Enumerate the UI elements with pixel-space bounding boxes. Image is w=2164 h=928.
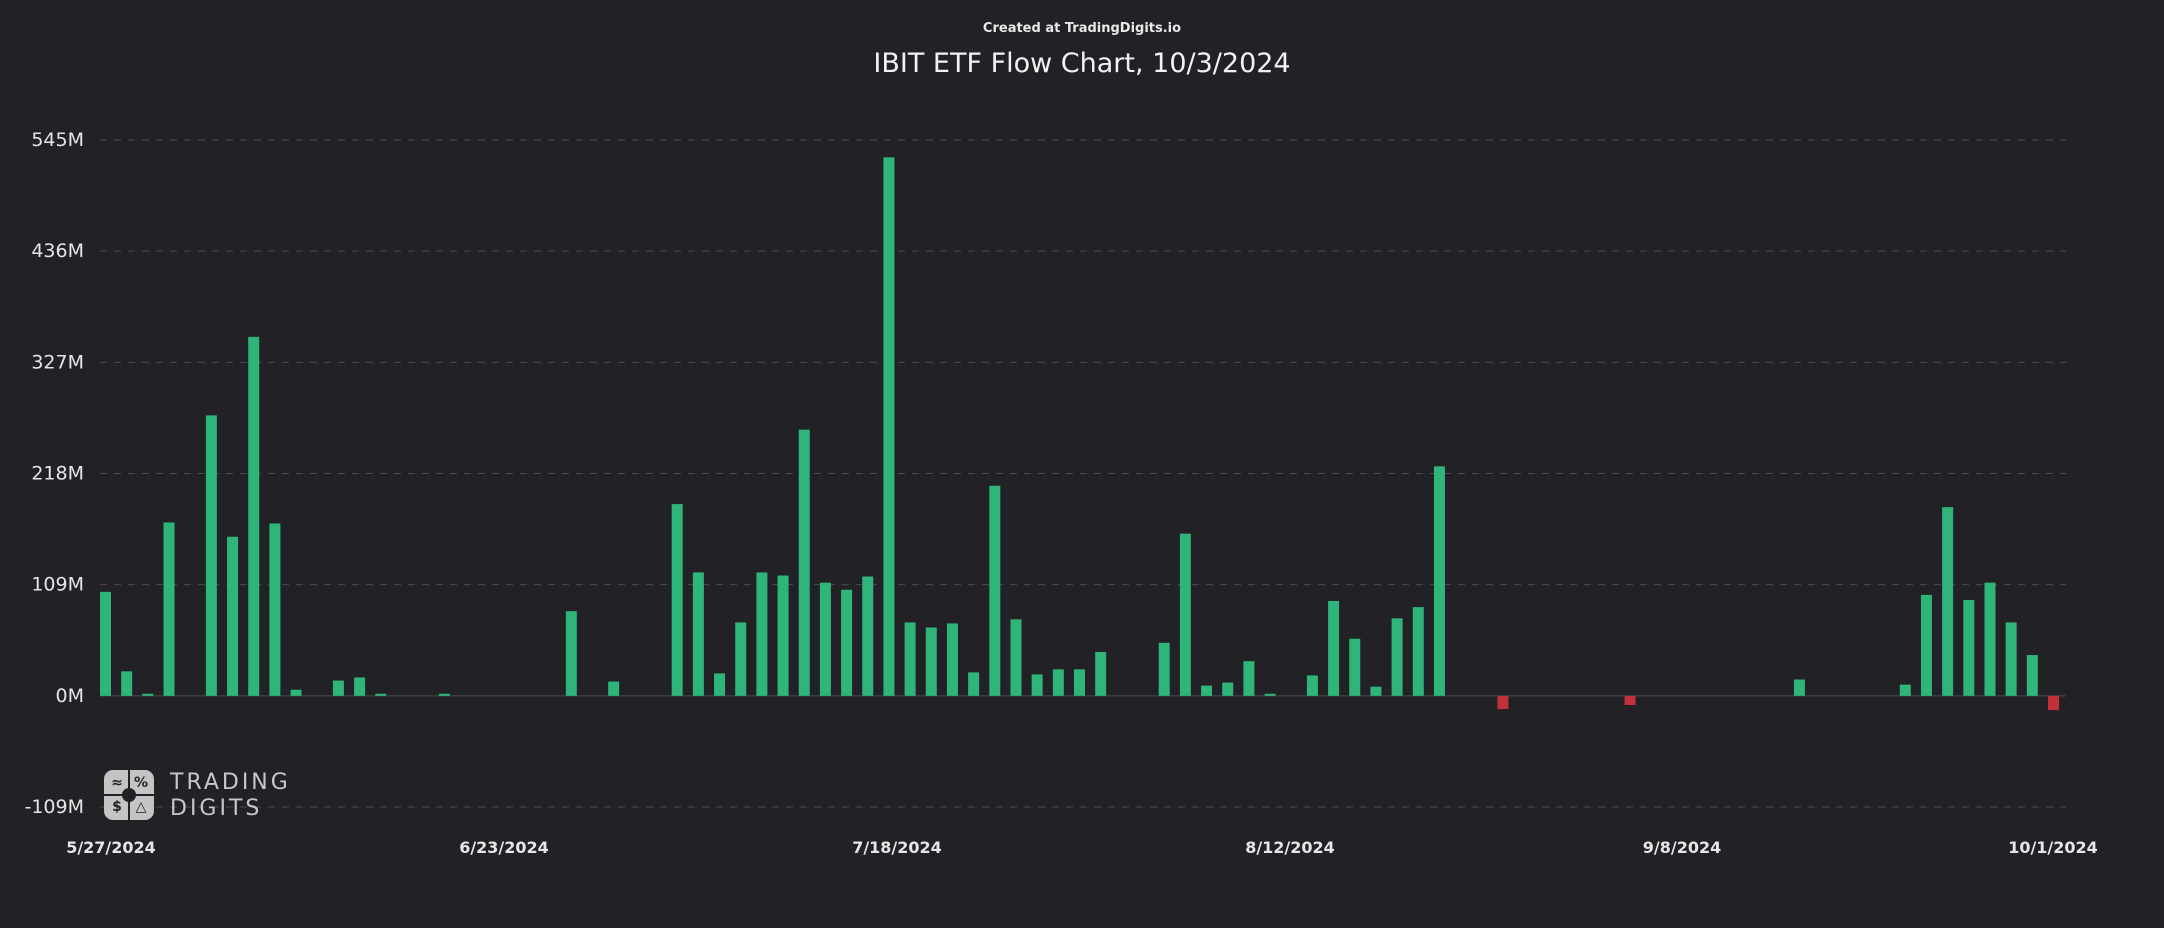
inflow-bar xyxy=(1201,685,1213,696)
inflow-bar xyxy=(438,693,450,696)
inflow-bar xyxy=(227,536,239,696)
x-tick-label: 8/12/2024 xyxy=(1245,838,1335,857)
inflow-bar xyxy=(968,672,980,696)
inflow-bar xyxy=(163,522,175,696)
inflow-bar xyxy=(290,689,302,696)
inflow-bar xyxy=(1412,607,1424,696)
inflow-bar xyxy=(925,627,937,696)
logo-mark-icon: ≈ % $ △ xyxy=(104,770,154,820)
x-tick-label: 9/8/2024 xyxy=(1643,838,1721,857)
inflow-bar xyxy=(1095,651,1107,696)
inflow-bar xyxy=(1963,599,1975,696)
inflow-bar xyxy=(1179,533,1191,696)
y-axis-ticks: 545M 436M 327M 218M 109M 0M -109M xyxy=(24,129,84,818)
inflow-bar xyxy=(1920,594,1932,696)
trading-digits-logo: ≈ % $ △ TRADING DIGITS xyxy=(104,770,304,822)
inflow-bar xyxy=(332,680,344,696)
x-tick-label: 6/23/2024 xyxy=(459,838,549,857)
y-tick-label: 0M xyxy=(56,685,84,707)
x-tick-label: 10/1/2024 xyxy=(2008,838,2098,857)
inflow-bar xyxy=(1243,661,1255,696)
inflow-bar xyxy=(777,575,789,696)
y-tick-label: 109M xyxy=(31,574,84,596)
inflow-bar xyxy=(1328,600,1340,696)
inflow-bar xyxy=(1264,693,1276,696)
inflow-bar xyxy=(375,693,387,696)
inflow-bar xyxy=(798,429,810,696)
inflow-bar xyxy=(883,157,895,696)
inflow-bar xyxy=(1074,669,1085,696)
inflow-bar xyxy=(269,523,281,696)
inflow-bar xyxy=(248,336,260,696)
y-tick-label: -109M xyxy=(24,796,84,818)
inflow-bar xyxy=(671,504,683,696)
grid-lines xyxy=(100,139,2066,808)
dollar-glyph-icon: $ xyxy=(112,799,122,815)
inflow-bar xyxy=(756,572,768,696)
inflow-bar xyxy=(608,681,620,696)
inflow-bar xyxy=(862,576,874,696)
inflow-bar xyxy=(1010,619,1022,696)
bars xyxy=(100,157,2059,711)
y-tick-label: 436M xyxy=(31,240,84,262)
percent-glyph-icon: % xyxy=(133,775,149,791)
x-tick-label: 5/27/2024 xyxy=(66,838,156,857)
inflow-bar xyxy=(1793,679,1805,696)
inflow-bar xyxy=(946,623,958,696)
y-tick-label: 545M xyxy=(31,129,84,151)
inflow-bar xyxy=(1391,618,1403,696)
inflow-bar xyxy=(205,415,217,696)
inflow-bar xyxy=(565,611,577,696)
inflow-bar xyxy=(1052,669,1064,696)
inflow-bar xyxy=(1306,675,1318,696)
inflow-bar xyxy=(904,622,916,696)
chart-title: IBIT ETF Flow Chart, 10/3/2024 xyxy=(873,48,1291,79)
wave-glyph-icon: ≈ xyxy=(111,775,123,791)
inflow-bar xyxy=(2005,622,2017,696)
inflow-bar xyxy=(142,693,154,696)
outflow-bar xyxy=(2048,695,2059,711)
outflow-bar xyxy=(1624,695,1636,706)
inflow-bar xyxy=(1942,507,1954,696)
x-tick-label: 7/18/2024 xyxy=(852,838,942,857)
y-tick-label: 218M xyxy=(31,463,84,485)
chart-credit: Created at TradingDigits.io xyxy=(982,21,1182,36)
inflow-bar xyxy=(100,591,111,696)
inflow-bar xyxy=(2026,655,2038,696)
triangle-glyph-icon: △ xyxy=(135,799,147,815)
logo-wordmark: TRADING DIGITS xyxy=(170,770,291,822)
inflow-bar xyxy=(714,673,726,696)
inflow-bar xyxy=(354,677,366,696)
y-tick-label: 327M xyxy=(31,351,84,373)
inflow-bar xyxy=(1370,686,1382,696)
inflow-bar xyxy=(841,589,853,696)
inflow-bar xyxy=(1984,582,1996,696)
inflow-bar xyxy=(989,485,1001,696)
outflow-bar xyxy=(1497,695,1509,710)
x-axis-ticks: 5/27/2024 6/23/2024 7/18/2024 8/12/2024 9/8/… xyxy=(66,838,2098,857)
inflow-bar xyxy=(1222,682,1234,696)
inflow-bar xyxy=(1031,674,1043,696)
logo-line-2: DIGITS xyxy=(170,796,263,821)
inflow-bar xyxy=(819,582,831,696)
inflow-bar xyxy=(121,671,133,696)
inflow-bar xyxy=(692,572,704,696)
inflow-bar xyxy=(1433,466,1445,696)
inflow-bar xyxy=(1349,638,1361,696)
logo-line-1: TRADING xyxy=(170,770,291,795)
logo-center-dot xyxy=(122,788,136,802)
inflow-bar xyxy=(735,622,747,696)
inflow-bar xyxy=(1158,642,1170,696)
inflow-bar xyxy=(1899,684,1911,696)
